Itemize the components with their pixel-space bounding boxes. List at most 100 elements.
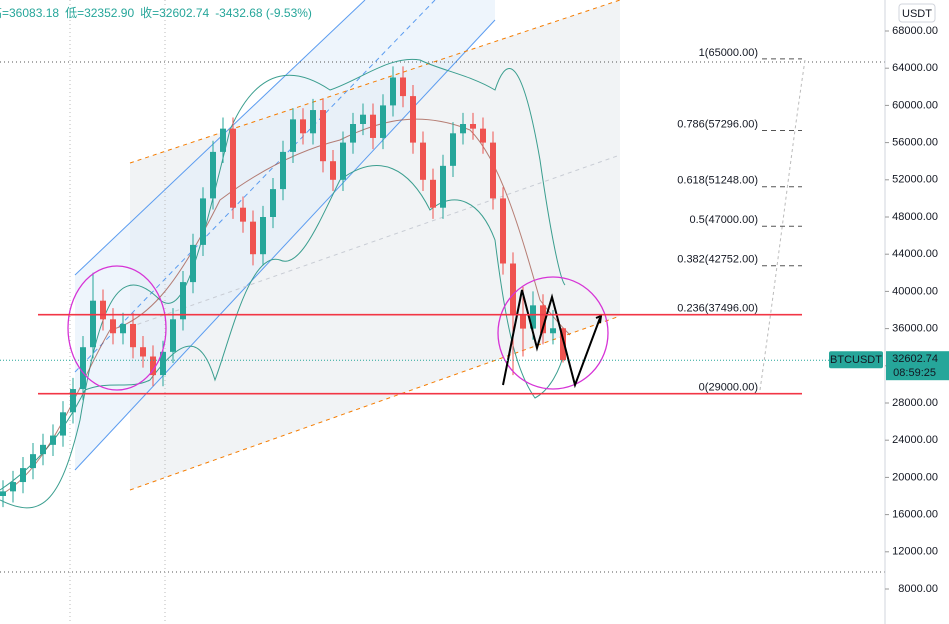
candle-body	[350, 123, 356, 143]
pitch-mid	[129, 154, 621, 328]
candle-body	[60, 412, 66, 436]
candle-body	[550, 328, 556, 334]
bollinger-basis	[0, 118, 571, 496]
y-tick-label: 16000.00	[892, 509, 938, 521]
candle-body	[540, 305, 546, 334]
candle-body	[150, 356, 156, 376]
fib-label: 0.236(37496.00)	[677, 303, 758, 315]
countdown: 08:59:25	[893, 367, 936, 379]
fib-label: 0(29000.00)	[699, 382, 758, 394]
candle-body	[560, 328, 566, 361]
candle-body	[290, 119, 296, 152]
fib-label: 0.786(57296.00)	[677, 118, 758, 130]
candle-body	[240, 207, 246, 222]
candle-body	[200, 198, 206, 245]
candle-body	[0, 491, 6, 497]
candle-body	[280, 151, 286, 190]
candle-body	[370, 114, 376, 138]
arrow-head	[595, 314, 603, 324]
fib-label: 0.618(51248.00)	[677, 175, 758, 187]
candle-body	[160, 351, 166, 376]
candle-body	[400, 77, 406, 97]
y-tick-label: 56000.00	[892, 137, 938, 149]
candle-body	[50, 435, 56, 445]
candle-body	[140, 347, 146, 357]
y-tick-label: 28000.00	[892, 397, 938, 409]
candle-body	[300, 119, 306, 134]
currency: USDT	[902, 8, 932, 20]
projection	[759, 59, 806, 391]
candle-body	[490, 142, 496, 199]
candle-body	[430, 179, 436, 208]
candle-body	[30, 454, 36, 469]
candle-body	[330, 161, 336, 180]
y-tick-label: 24000.00	[892, 434, 938, 446]
candle-body	[410, 96, 416, 143]
blue-channel	[75, 0, 495, 470]
candle-body	[380, 105, 386, 138]
ohlc-header: 高=36083.18 低=32352.90 收=32602.74 -3432.68 (…	[0, 5, 312, 20]
candle-body	[70, 389, 76, 413]
channel-line	[74, 19, 496, 471]
y-tick-label: 40000.00	[892, 285, 938, 297]
bollinger-upper	[0, 58, 566, 509]
candle-body	[130, 323, 136, 348]
candle-body	[320, 110, 326, 162]
candle-body	[530, 305, 536, 329]
y-tick-label: 20000.00	[892, 471, 938, 483]
candle-body	[270, 189, 276, 217]
candle-body	[440, 165, 446, 208]
candle-body	[110, 319, 116, 334]
y-tick-label: 44000.00	[892, 248, 938, 260]
marks	[0, 66, 566, 508]
y-tick-label: 52000.00	[892, 174, 938, 186]
y-tick-label: 68000.00	[892, 25, 938, 37]
y-tick-label: 64000.00	[892, 62, 938, 74]
candle-body	[120, 323, 126, 334]
candle-body	[310, 110, 316, 134]
candle-body	[190, 244, 196, 283]
candle-body	[480, 128, 486, 143]
bollinger-lower	[0, 165, 566, 491]
header-item: 低=32352.90	[65, 6, 134, 20]
y-tick-label: 12000.00	[892, 546, 938, 558]
highlight-circle	[497, 276, 609, 390]
symbol-tag	[829, 351, 883, 369]
candle-body	[10, 482, 16, 492]
fib-label: 1(65000.00)	[699, 47, 758, 59]
candle-body	[100, 300, 106, 320]
y-tick-label: 48000.00	[892, 211, 938, 223]
y-tick-label: 60000.00	[892, 99, 938, 111]
price-tag	[886, 351, 949, 381]
candle-body	[230, 128, 236, 208]
fib-label: 0.5(47000.00)	[690, 214, 759, 226]
candle-body	[80, 347, 86, 390]
candle-body	[520, 314, 526, 329]
fib-label: 0.382(42752.00)	[677, 254, 758, 266]
forecast-arrow	[502, 289, 601, 389]
last-price: 32602.74	[892, 353, 938, 365]
candle-body	[360, 114, 366, 124]
candle-body	[220, 128, 226, 152]
candle-body	[390, 77, 396, 106]
candle-body	[170, 319, 176, 352]
candle-body	[20, 468, 26, 483]
header-item: 高=36083.18	[0, 5, 59, 20]
candle-body	[210, 151, 216, 199]
candle-body	[340, 142, 346, 180]
candle-body	[510, 263, 516, 315]
header-item: -3432.68 (-9.53%)	[215, 6, 312, 20]
header-item: 收=32602.74	[140, 6, 209, 20]
candle-body	[470, 123, 476, 129]
candle-body	[450, 133, 456, 166]
currency-box[interactable]	[898, 3, 936, 23]
pitch-line	[129, 0, 621, 164]
candle-body	[40, 444, 46, 455]
candle-body	[260, 216, 266, 255]
candle-body	[500, 198, 506, 264]
y-tick-label: 36000.00	[892, 323, 938, 335]
candle-body	[180, 282, 186, 320]
price-axis	[885, 0, 949, 624]
candle-body	[460, 123, 466, 134]
